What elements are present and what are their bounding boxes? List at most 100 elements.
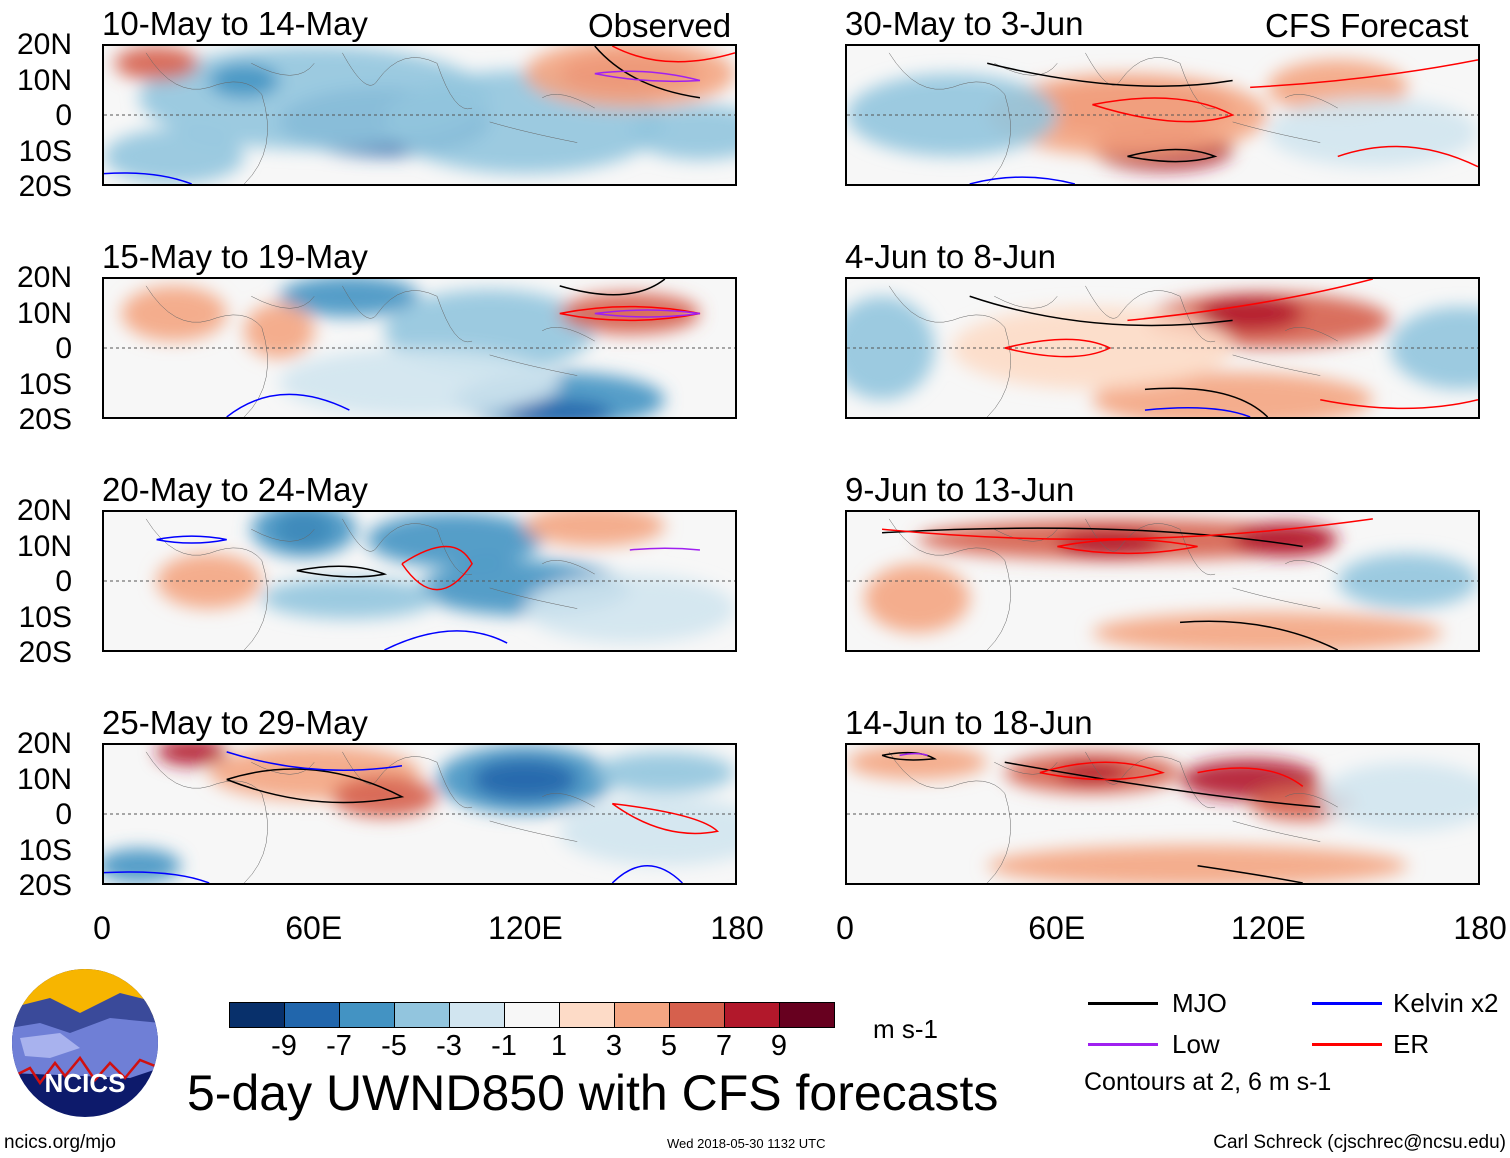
- contour-line: [630, 548, 700, 550]
- coastline: [889, 286, 1338, 417]
- contour-note: Contours at 2, 6 m s-1: [1084, 1068, 1332, 1096]
- contour-line: [297, 566, 385, 577]
- contour-line: [227, 769, 402, 803]
- anomaly-region: [104, 848, 182, 883]
- contour-line: [1145, 408, 1250, 417]
- anomaly-region: [629, 104, 735, 160]
- panel-title: 25-May to 29-May: [102, 704, 368, 741]
- contour-line: [227, 394, 350, 417]
- colorbar-label: 1: [550, 1030, 568, 1062]
- anomaly-region: [331, 776, 438, 818]
- anomaly-region: [114, 46, 199, 81]
- contour-line: [882, 753, 935, 760]
- contour-line: [612, 866, 682, 883]
- contour-line: [970, 177, 1075, 184]
- contour-line: [1198, 866, 1303, 883]
- anomaly-region: [864, 563, 970, 633]
- colorbar-label: 3: [605, 1030, 623, 1062]
- lat-label: 0: [55, 565, 72, 598]
- anomaly-region: [559, 292, 700, 335]
- lon-label: 0: [836, 910, 854, 946]
- lat-label: 0: [55, 798, 72, 831]
- contour-line: [402, 547, 472, 590]
- map-panel: [102, 277, 737, 419]
- lat-label: 20S: [18, 170, 72, 203]
- lat-label: 10S: [18, 600, 72, 634]
- anomaly-region: [251, 512, 357, 557]
- panel-title: 10-May to 14-May: [102, 5, 368, 42]
- anomaly-region: [1197, 296, 1303, 331]
- lat-label: 10S: [18, 833, 72, 867]
- coastline: [889, 519, 1338, 650]
- anomaly-region: [472, 758, 578, 801]
- colorbar-units: m s-1: [873, 1014, 938, 1044]
- colorbar-label: -1: [491, 1030, 517, 1062]
- footer-credit: Carl Schreck (cjschrec@ncsu.edu): [1213, 1132, 1506, 1153]
- contour-line: [595, 310, 700, 317]
- anomaly-region: [524, 512, 665, 547]
- contour-line: [1250, 60, 1478, 88]
- lat-label: 10N: [16, 296, 72, 330]
- map-panel: [102, 510, 737, 652]
- map-panel: [845, 743, 1480, 885]
- lat-label: 20S: [18, 403, 72, 436]
- footer-timestamp: Wed 2018-05-30 1132 UTC: [667, 1136, 826, 1151]
- colorbar-swatch: [560, 1003, 615, 1027]
- colorbar-label: -7: [326, 1030, 352, 1062]
- map-panel: [845, 277, 1480, 419]
- coastline: [146, 53, 595, 184]
- colorbar-label: 5: [660, 1030, 678, 1062]
- lon-label: 180: [710, 910, 764, 946]
- contour-line: [1092, 98, 1232, 122]
- lon-label: 120E: [1231, 910, 1306, 946]
- colorbar-label: -5: [381, 1030, 407, 1062]
- anomaly-region: [279, 348, 560, 417]
- lat-label: 20S: [18, 636, 72, 669]
- coastline: [146, 519, 595, 650]
- contour-line: [987, 63, 1232, 86]
- contour-line: [1127, 150, 1215, 162]
- anomaly-region: [952, 306, 1233, 390]
- legend-kelvin: Kelvin x2: [1393, 988, 1499, 1018]
- lat-label: 0: [55, 99, 72, 132]
- contour-line: [104, 872, 209, 883]
- anomaly-region: [1232, 522, 1338, 557]
- contour-line: [612, 46, 735, 62]
- anomaly-region: [121, 285, 227, 342]
- map-panel: [102, 44, 737, 186]
- colorbar-swatch: [725, 1003, 780, 1027]
- contour-line: [1180, 621, 1338, 650]
- contour-line: [1198, 768, 1303, 786]
- logo-text: NCICS: [45, 1068, 126, 1098]
- anomaly-region: [1320, 762, 1478, 832]
- lon-label: 0: [93, 910, 111, 946]
- contour-line: [104, 173, 192, 184]
- coastline: [146, 286, 595, 417]
- lat-label: 20S: [18, 869, 72, 902]
- contour-line: [1320, 400, 1478, 409]
- anomaly-region: [987, 845, 1408, 883]
- contour-line: [1145, 388, 1268, 417]
- anomaly-region: [594, 751, 735, 794]
- colorbar-swatch: [395, 1003, 450, 1027]
- colorbar-swatch: [780, 1003, 834, 1027]
- panel-title: 15-May to 19-May: [102, 238, 368, 275]
- anomaly-region: [987, 73, 1268, 157]
- coastline: [889, 53, 1338, 184]
- anomaly-region: [104, 128, 245, 184]
- anomaly-region: [1267, 97, 1478, 167]
- legend-mjo-line: [1088, 1002, 1158, 1005]
- anomaly-region: [524, 574, 735, 644]
- anomaly-region: [261, 577, 438, 619]
- colorbar-swatch: [670, 1003, 725, 1027]
- anomaly-region: [559, 796, 735, 866]
- contour-line: [560, 279, 665, 295]
- colorbar-swatch: [505, 1003, 560, 1027]
- footer-url[interactable]: ncics.org/mjo: [4, 1132, 116, 1153]
- colorbar-swatch: [340, 1003, 395, 1027]
- lat-label: 10N: [16, 63, 72, 97]
- lon-label: 60E: [285, 910, 343, 946]
- legend-low: Low: [1172, 1029, 1220, 1059]
- anomaly-region: [156, 745, 227, 766]
